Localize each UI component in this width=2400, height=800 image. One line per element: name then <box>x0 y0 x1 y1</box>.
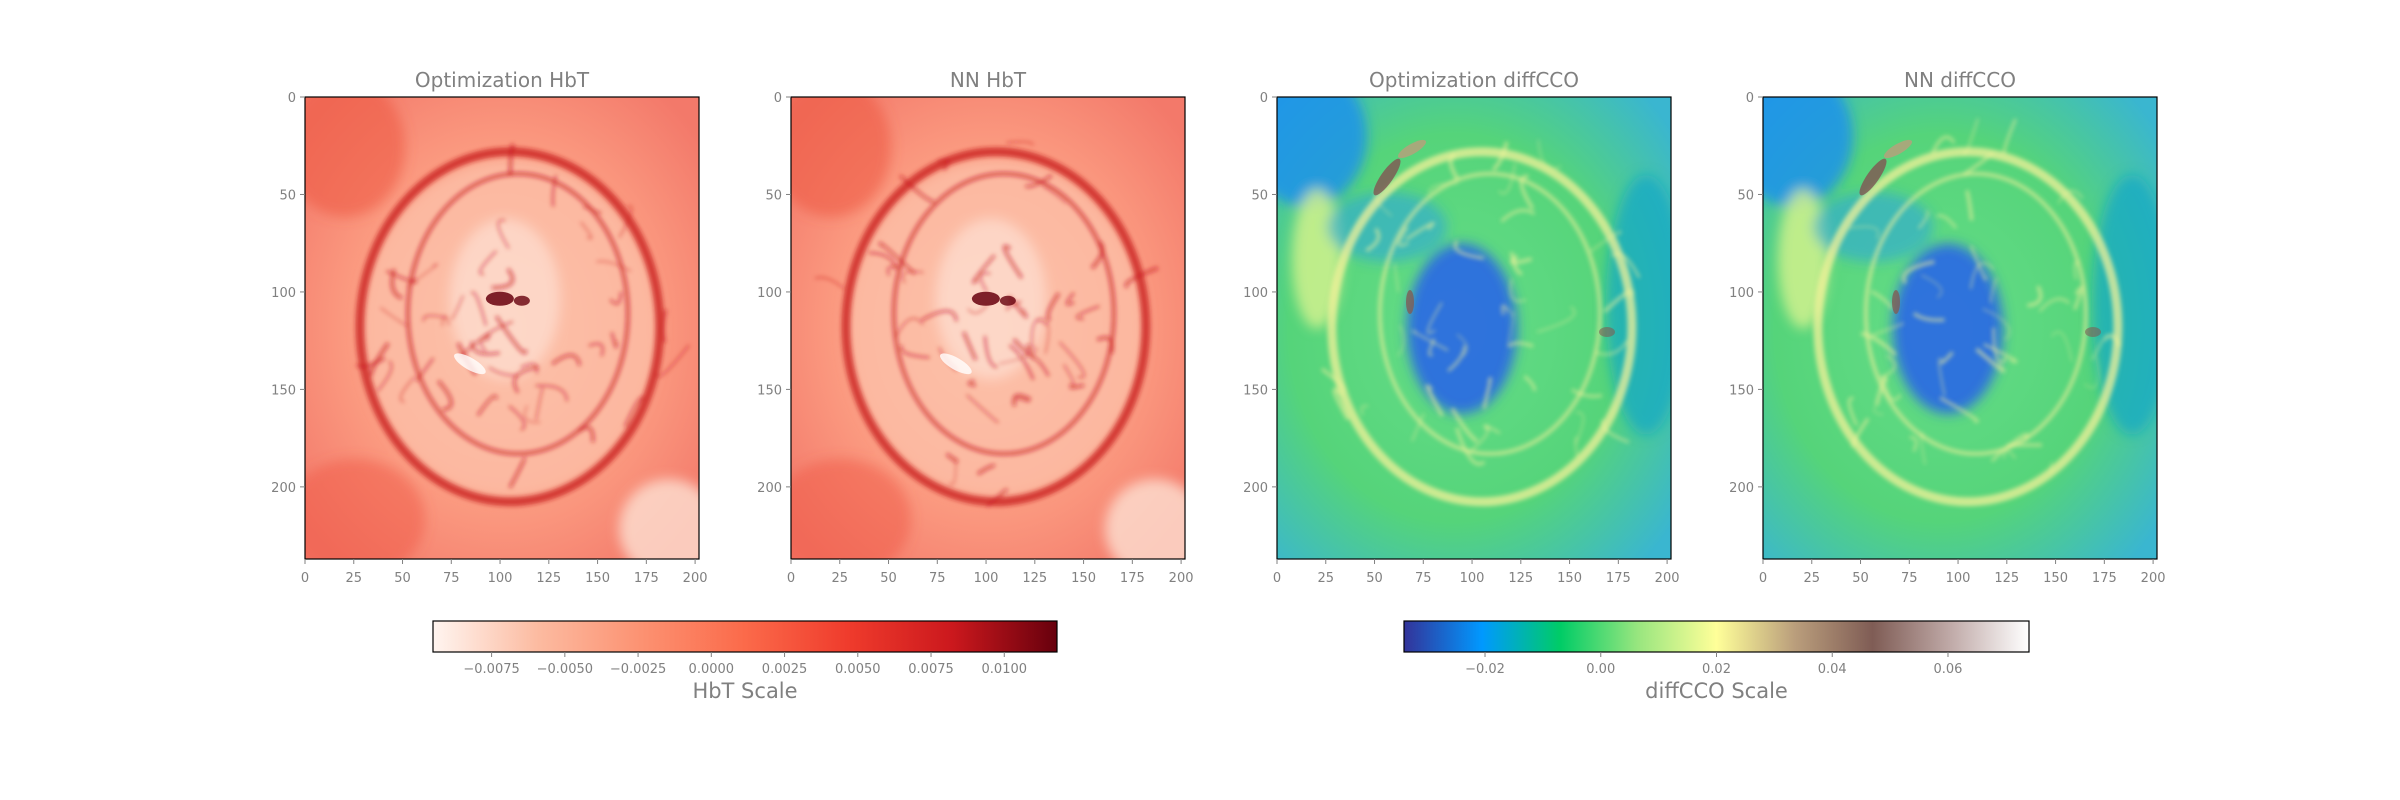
y-tick-label: 100 <box>1243 286 1268 301</box>
y-tick-label: 50 <box>1251 188 1268 203</box>
x-tick-label: 125 <box>1508 571 1533 586</box>
x-tick-label: 50 <box>1852 571 1869 586</box>
y-tick-label: 100 <box>1729 286 1754 301</box>
x-tick-label: 50 <box>880 571 897 586</box>
axes-frame <box>1762 96 2158 560</box>
x-tick-label: 50 <box>1366 571 1383 586</box>
x-tick-label: 150 <box>585 571 610 586</box>
y-tick-label: 100 <box>271 286 296 301</box>
x-tick-label: 100 <box>1946 571 1971 586</box>
x-tick-label: 0 <box>1273 571 1281 586</box>
colorbar-gradient <box>1403 620 2030 653</box>
x-tick-label: 25 <box>345 571 362 586</box>
heatmap-vessels <box>1813 118 2123 507</box>
x-tick-label: 125 <box>1994 571 2019 586</box>
axes-frame <box>304 96 700 560</box>
x-tick-label: 175 <box>634 571 659 586</box>
x-tick-label: 75 <box>1901 571 1918 586</box>
y-tick-label: 0 <box>1746 91 1754 106</box>
x-tick-label: 25 <box>831 571 848 586</box>
colorbar-tick-label: 0.0050 <box>835 662 881 677</box>
panel-3: Optimization diffCCO 0 25 50 75 100 125 150 175 2… <box>1243 68 1680 586</box>
colorbar-label: HbT Scale <box>692 679 797 703</box>
y-tick-label: 100 <box>757 286 782 301</box>
x-tick-label: 150 <box>1557 571 1582 586</box>
y-tick-label: 0 <box>1260 91 1268 106</box>
y-tick-label: 0 <box>774 91 782 106</box>
y-tick-label: 200 <box>1729 481 1754 496</box>
x-tick-label: 175 <box>1120 571 1145 586</box>
x-tick-label: 175 <box>1606 571 1631 586</box>
x-tick-label: 0 <box>787 571 795 586</box>
x-tick-label: 125 <box>536 571 561 586</box>
heatmap-texture <box>791 97 1185 559</box>
colorbar-tick-label: −0.0025 <box>610 662 666 677</box>
y-tick-label: 200 <box>1243 481 1268 496</box>
colorbar-tick-label: 0.0000 <box>689 662 735 677</box>
panel-4: NN diffCCO 0 25 50 75 100 125 150 175 200 0 50 100 15… <box>1729 68 2166 586</box>
x-tick-label: 100 <box>488 571 513 586</box>
x-tick-label: 200 <box>683 571 708 586</box>
colorbar-tick-label: −0.0050 <box>537 662 593 677</box>
y-tick-label: 0 <box>288 91 296 106</box>
y-tick-label: 150 <box>1729 383 1754 398</box>
x-tick-label: 50 <box>394 571 411 586</box>
panel-title: Optimization HbT <box>415 68 590 92</box>
y-tick-label: 150 <box>271 383 296 398</box>
x-tick-label: 100 <box>1460 571 1485 586</box>
heatmap-texture <box>305 97 699 559</box>
heatmap-image <box>1763 97 2157 559</box>
heatmap-image <box>305 97 699 559</box>
colorbar-tick-label: −0.0075 <box>463 662 519 677</box>
colorbar-tick-label: 0.02 <box>1702 662 1731 677</box>
y-tick-label: 50 <box>279 188 296 203</box>
y-tick-label: 150 <box>1243 383 1268 398</box>
colorbar-cco: −0.02 0.00 0.02 0.04 0.06 diffCCO Scale <box>1403 620 2030 703</box>
colorbar-tick-label: 0.00 <box>1586 662 1615 677</box>
x-tick-label: 200 <box>1655 571 1680 586</box>
colorbar-tick-label: 0.0100 <box>982 662 1028 677</box>
heatmap-image <box>791 97 1185 559</box>
x-tick-label: 75 <box>929 571 946 586</box>
panel-2: NN HbT 0 25 50 75 100 125 150 175 200 0 50 100 150 200 <box>757 68 1194 586</box>
x-tick-label: 75 <box>1415 571 1432 586</box>
heatmap-image <box>1277 97 1671 559</box>
x-tick-label: 150 <box>2043 571 2068 586</box>
heatmap-vessels <box>355 143 690 507</box>
colorbar-tick-label: 0.04 <box>1818 662 1847 677</box>
heatmap-vessels <box>814 141 1159 508</box>
panel-title: Optimization diffCCO <box>1369 68 1579 92</box>
colorbar-tick-label: 0.06 <box>1934 662 1963 677</box>
heatmap-texture <box>1277 97 1671 435</box>
y-tick-label: 50 <box>765 188 782 203</box>
y-tick-label: 50 <box>1737 188 1754 203</box>
x-tick-label: 75 <box>443 571 460 586</box>
axes-frame <box>1276 96 1672 560</box>
colorbar-label: diffCCO Scale <box>1645 679 1788 703</box>
panel-1: Optimization HbT 0 25 50 75 100 125 150 175 200 0 5… <box>271 68 708 586</box>
x-tick-label: 25 <box>1317 571 1334 586</box>
axes-frame <box>790 96 1186 560</box>
x-tick-label: 150 <box>1071 571 1096 586</box>
y-tick-label: 200 <box>271 481 296 496</box>
x-tick-label: 175 <box>2092 571 2117 586</box>
x-tick-label: 0 <box>301 571 309 586</box>
x-tick-label: 0 <box>1759 571 1767 586</box>
x-tick-label: 200 <box>2141 571 2166 586</box>
heatmap-vessels <box>1320 139 1641 507</box>
panel-title: NN HbT <box>950 68 1027 92</box>
panel-title: NN diffCCO <box>1904 68 2016 92</box>
colorbar-tick-label: 0.0025 <box>762 662 808 677</box>
colorbar-hbt: −0.0075 −0.0050 −0.0025 0.0000 0.0025 0.0050 0… <box>432 620 1058 703</box>
x-tick-label: 25 <box>1803 571 1820 586</box>
y-tick-label: 150 <box>757 383 782 398</box>
x-tick-label: 200 <box>1169 571 1194 586</box>
colorbar-gradient <box>432 620 1058 653</box>
colorbar-tick-label: −0.02 <box>1465 662 1505 677</box>
x-tick-label: 125 <box>1022 571 1047 586</box>
x-tick-label: 100 <box>974 571 999 586</box>
colorbar-tick-label: 0.0075 <box>908 662 954 677</box>
y-tick-label: 200 <box>757 481 782 496</box>
